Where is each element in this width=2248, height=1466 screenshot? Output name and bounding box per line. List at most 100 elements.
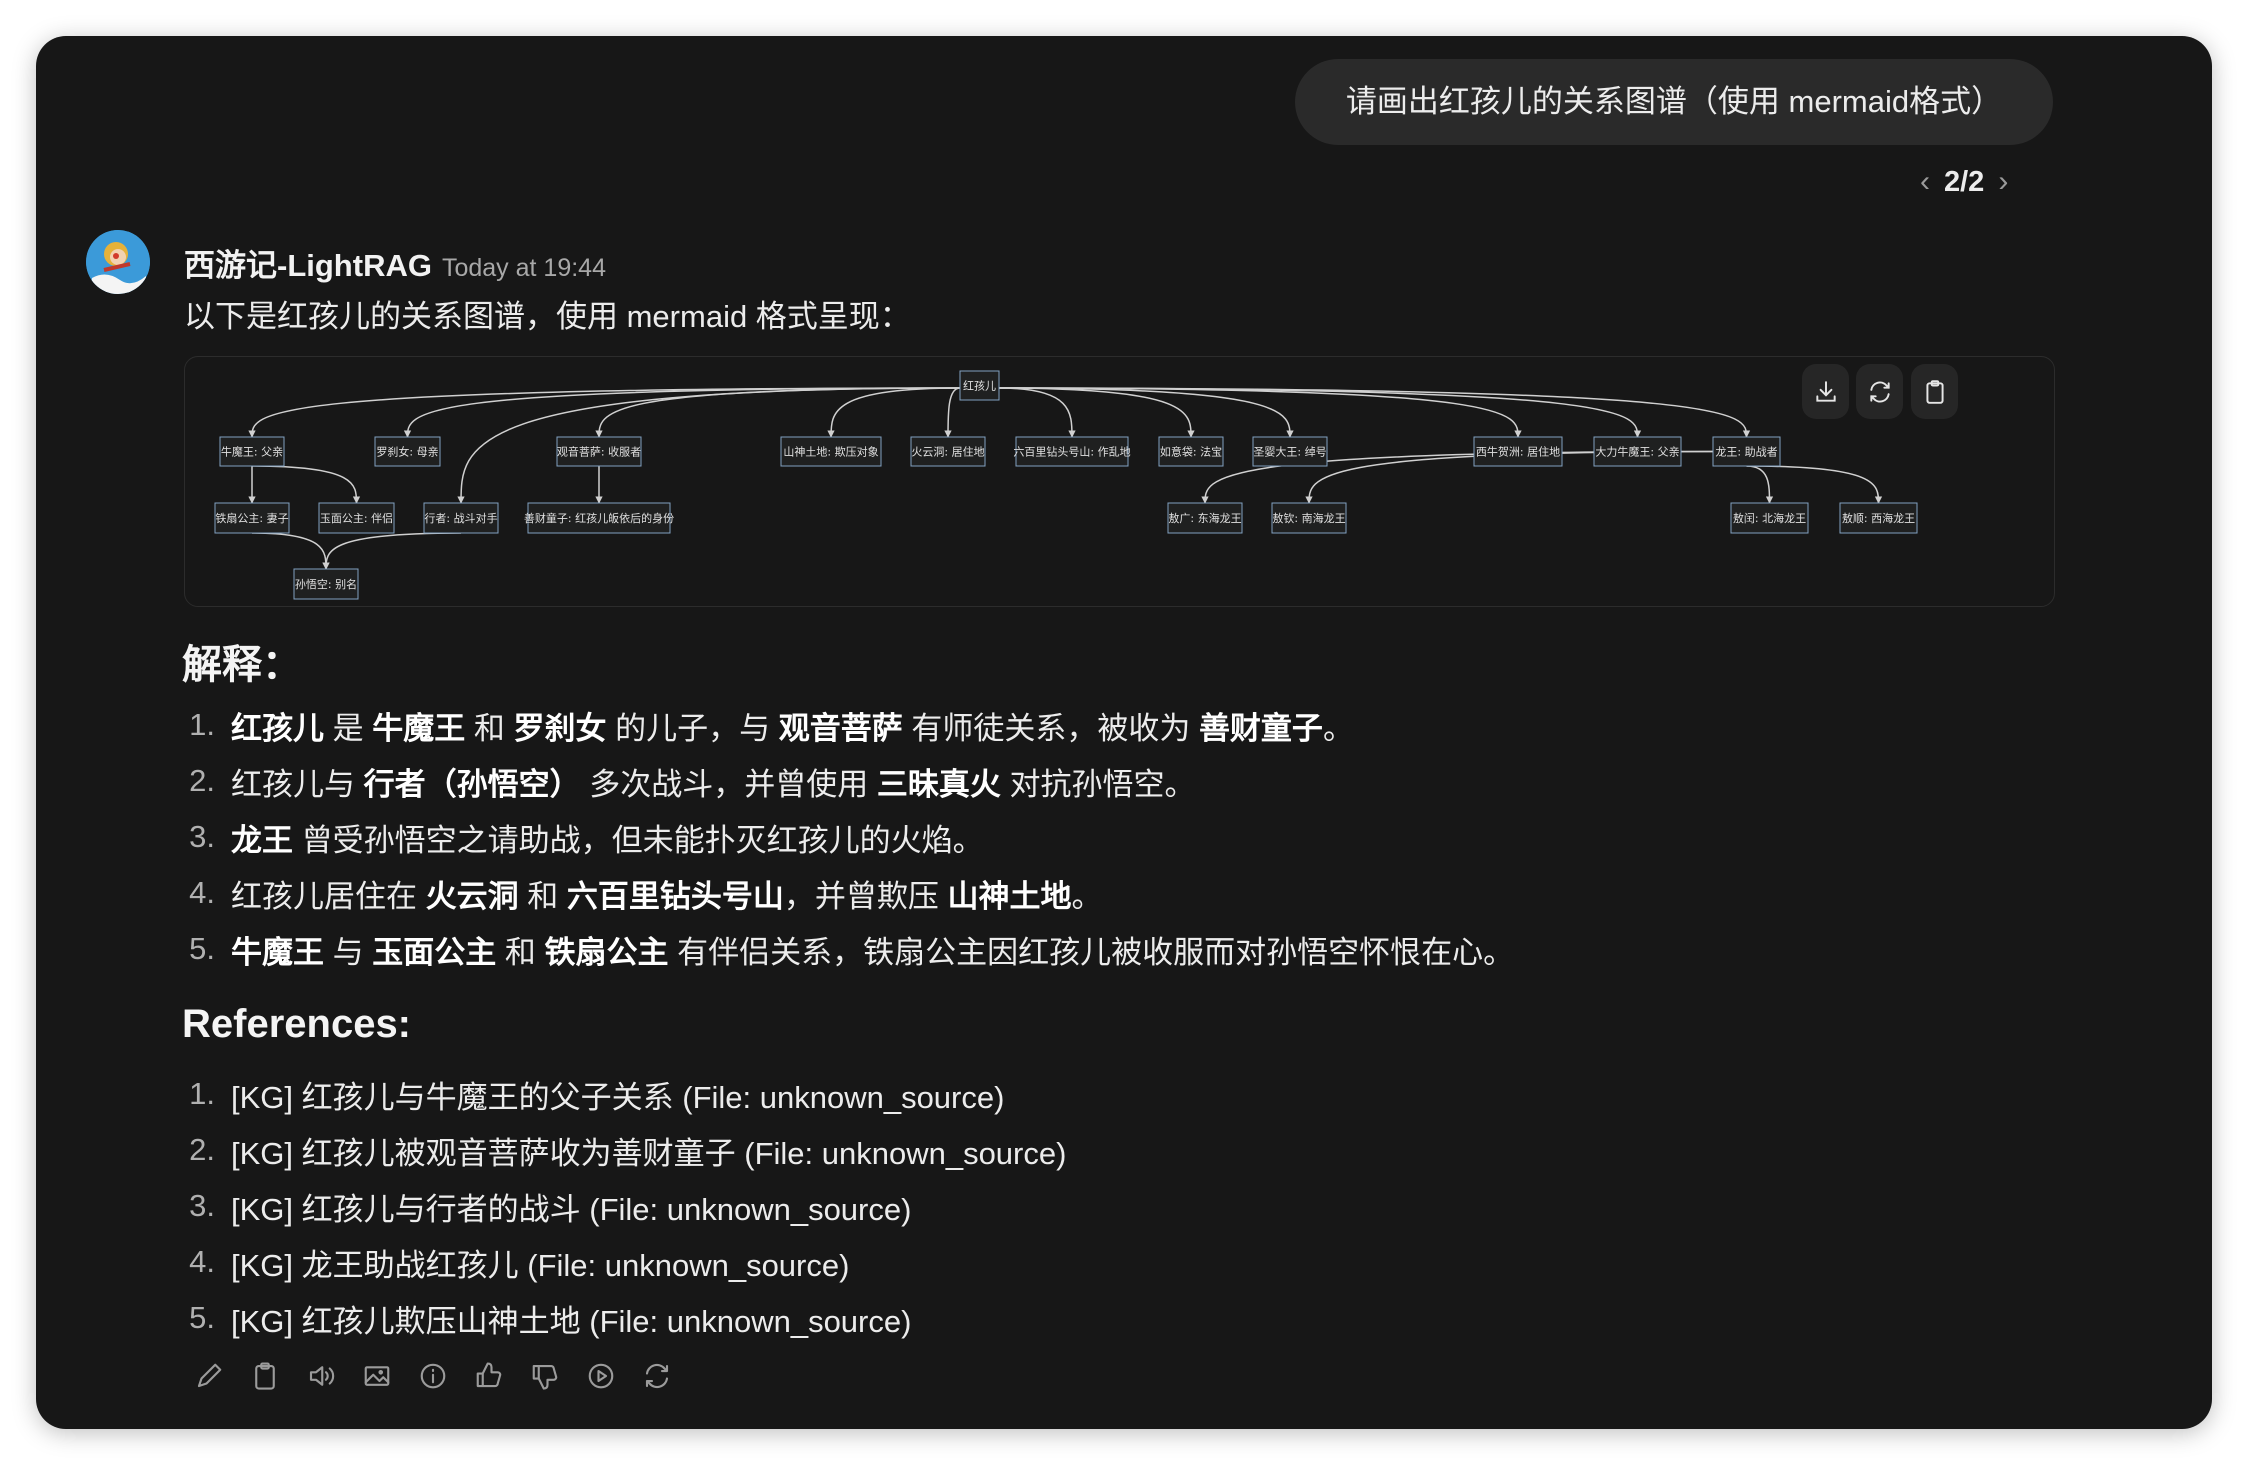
bold-term: 观音菩萨 bbox=[778, 710, 903, 746]
bold-term: 牛魔王 bbox=[372, 710, 466, 746]
node-label: 孙悟空: 别名 bbox=[295, 577, 357, 591]
download-button[interactable] bbox=[1802, 364, 1849, 419]
graph-edge bbox=[998, 387, 1294, 438]
text-segment: 。 bbox=[1322, 710, 1354, 746]
list-number: 3. bbox=[189, 1188, 215, 1223]
graph-edge bbox=[827, 387, 961, 438]
intro-text: 以下是红孩儿的关系图谱，使用 mermaid 格式呈现： bbox=[184, 299, 911, 334]
assistant-name: 西游记-LightRAG Today at 19:44 bbox=[184, 240, 606, 285]
node-box bbox=[1473, 436, 1563, 467]
graph-edge bbox=[322, 532, 462, 570]
bold-term: 红孩儿 bbox=[231, 710, 324, 746]
node-box bbox=[214, 502, 290, 534]
text-segment: 的儿子，与 bbox=[606, 710, 779, 746]
graph-edge bbox=[1746, 465, 1883, 504]
bold-term: 善财童子 bbox=[1198, 710, 1323, 746]
text-segment: 。 bbox=[1071, 878, 1103, 914]
node-label: 火云洞: 居住地 bbox=[911, 445, 984, 459]
node-label: 玉面公主: 伴侣 bbox=[320, 511, 393, 525]
copy-diagram-button[interactable] bbox=[1911, 364, 1958, 419]
graph-edge bbox=[998, 387, 1751, 438]
image-button[interactable] bbox=[361, 1358, 393, 1394]
message-actions bbox=[193, 1358, 673, 1394]
bold-term: 行者（孙悟空） bbox=[363, 766, 581, 802]
mermaid-diagram: 红孩儿 牛魔王: 父亲 罗刹女: 母亲 观音菩萨: 收服者 山神土地: 欺压对象 火云洞:… bbox=[184, 356, 2055, 607]
node-label: 圣婴大王: 绰号 bbox=[1253, 445, 1326, 459]
explanation-item: 1. 红孩儿 是 牛魔王 和 罗刹女 的儿子，与 观音菩萨 有师徒关系，被收为 善… bbox=[184, 703, 1354, 747]
refresh-button[interactable] bbox=[1856, 364, 1903, 419]
explanation-item: 2. 红孩儿与 行者（孙悟空） 多次战斗，并曾使用 三昧真火 对抗孙悟空。 bbox=[184, 759, 1195, 803]
graph-node: 敖钦: 南海龙王 bbox=[1271, 502, 1347, 534]
edit-icon bbox=[197, 1363, 222, 1388]
read-aloud-icon bbox=[309, 1366, 335, 1386]
thumbs-up-button[interactable] bbox=[473, 1358, 505, 1394]
response-pager: ‹ 2/2 › bbox=[1920, 162, 2008, 202]
list-number: 4. bbox=[189, 1244, 215, 1279]
chevron-right-icon[interactable]: › bbox=[1998, 165, 2009, 198]
bold-term: 牛魔王 bbox=[231, 934, 324, 970]
chat-window bbox=[36, 36, 2212, 1429]
user-message-bubble: 请画出红孩儿的关系图谱（使用 mermaid格式） bbox=[1295, 59, 2053, 145]
graph-node: 观音菩萨: 收服者 bbox=[556, 436, 642, 467]
regenerate-button[interactable] bbox=[641, 1358, 673, 1394]
graph-node: 敖顺: 西海龙王 bbox=[1839, 502, 1918, 534]
graph-edge bbox=[457, 387, 961, 504]
reference-item: 4. [KG] 龙王助战红孩儿 (File: unknown_source) bbox=[184, 1240, 849, 1284]
node-label: 铁扇公主: 妻子 bbox=[215, 511, 288, 525]
text-segment: 与 bbox=[324, 934, 373, 970]
references-heading: References: bbox=[182, 1002, 412, 1046]
node-box bbox=[423, 502, 499, 534]
list-number: 1. bbox=[189, 707, 215, 742]
list-number: 5. bbox=[189, 931, 215, 966]
copy-button[interactable] bbox=[249, 1358, 281, 1394]
graph-node: 善财童子: 红孩儿皈依后的身份 bbox=[524, 502, 674, 534]
node-label: 敖闰: 北海龙王 bbox=[1733, 511, 1806, 525]
graph-node: 西牛贺洲: 居住地 bbox=[1473, 436, 1563, 467]
node-box bbox=[1167, 502, 1243, 534]
node-label: 龙王: 助战者 bbox=[1715, 445, 1777, 459]
graph-edge bbox=[595, 387, 961, 438]
bold-term: 六百里钻头号山 bbox=[566, 878, 784, 914]
graph-node: 山神土地: 欺压对象 bbox=[780, 436, 882, 467]
list-number: 4. bbox=[189, 875, 215, 910]
reference-text: [KG] 红孩儿欺压山神土地 (File: unknown_source) bbox=[231, 1303, 912, 1339]
graph-edge bbox=[998, 387, 1195, 438]
edit-button[interactable] bbox=[193, 1358, 225, 1394]
node-box bbox=[293, 568, 359, 600]
info-button[interactable] bbox=[417, 1358, 449, 1394]
node-box bbox=[1015, 436, 1129, 467]
node-label: 敖顺: 西海龙王 bbox=[1842, 511, 1915, 525]
graph-edge bbox=[1746, 465, 1774, 504]
bold-term: 龙王 bbox=[231, 822, 293, 858]
thumbs-down-icon bbox=[532, 1364, 558, 1390]
regenerate-icon bbox=[645, 1363, 669, 1389]
graph-node: 火云洞: 居住地 bbox=[910, 436, 986, 467]
node-label: 西牛贺洲: 居住地 bbox=[1476, 445, 1560, 459]
thumbs-down-button[interactable] bbox=[529, 1358, 561, 1394]
reference-text: [KG] 红孩儿与行者的战斗 (File: unknown_source) bbox=[231, 1191, 912, 1227]
graph-node: 六百里钻头号山: 作乱地 bbox=[1013, 436, 1131, 467]
node-label: 如意袋: 法宝 bbox=[1160, 445, 1222, 459]
node-box bbox=[1593, 436, 1682, 467]
node-box bbox=[1271, 502, 1347, 534]
chevron-left-icon[interactable]: ‹ bbox=[1920, 165, 1930, 198]
text-segment: 是 bbox=[324, 710, 373, 746]
node-label: 观音菩萨: 收服者 bbox=[557, 445, 641, 459]
graph-node: 红孩儿 bbox=[959, 370, 1000, 401]
text-segment: 和 bbox=[496, 934, 545, 970]
message-timestamp: Today at 19:44 bbox=[441, 254, 606, 282]
node-box bbox=[556, 436, 642, 467]
refresh-icon bbox=[1869, 381, 1890, 402]
node-box bbox=[318, 502, 395, 534]
play-button[interactable] bbox=[585, 1358, 617, 1394]
explanation-item: 4. 红孩儿居住在 火云洞 和 六百里钻头号山 ，并曾欺压 山神土地。 bbox=[184, 871, 1102, 915]
node-label: 红孩儿 bbox=[963, 380, 996, 393]
node-box bbox=[1158, 436, 1224, 467]
node-box bbox=[959, 370, 1000, 401]
graph-edge bbox=[251, 532, 330, 570]
reference-text: [KG] 龙王助战红孩儿 (File: unknown_source) bbox=[231, 1247, 850, 1283]
graph-node: 圣婴大王: 绰号 bbox=[1252, 436, 1328, 467]
node-box bbox=[1252, 436, 1328, 467]
read-aloud-button[interactable] bbox=[305, 1358, 337, 1394]
